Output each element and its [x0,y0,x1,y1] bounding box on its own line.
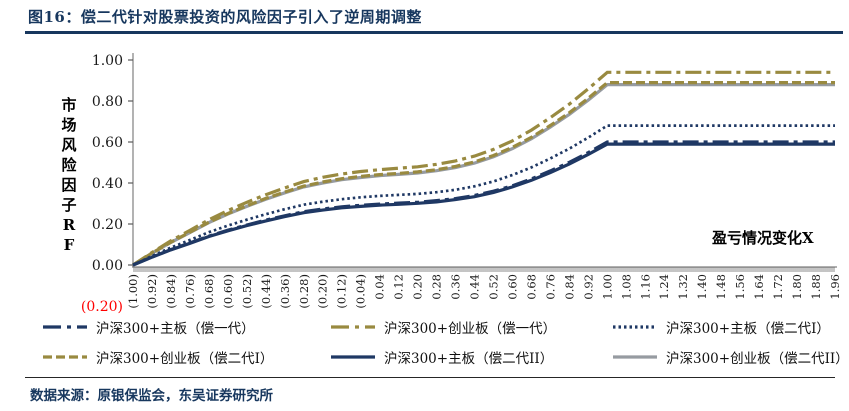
legend-label: 沪深300+主板（偿一代） [96,321,255,337]
legend-swatch [331,325,375,329]
y-axis-title-char: R [62,216,76,234]
x-tick-label: (0.20) [316,274,330,309]
x-tick-label: 1.96 [828,274,842,300]
x-tick-label: (0.60) [221,274,235,309]
x-tick-label: 1.08 [619,274,633,300]
y-tick-label: 1.00 [92,53,123,69]
y-axis-title-char: 因 [61,176,77,194]
title-divider [25,31,843,34]
chart-legend: 沪深300+主板（偿一代） 沪深300+创业板（偿一代） 沪深300+主板（偿二代I… [42,317,849,367]
x-tick-label: (0.44) [259,274,273,309]
x-tick-label: 0.84 [562,274,576,300]
x-tick-label: (0.92) [145,274,159,309]
x-tick-label: 0.04 [373,274,387,300]
series-line-4 [132,80,835,267]
y-axis-title-char: 子 [61,196,77,214]
y-axis-title-char: 险 [61,156,77,174]
x-tick-label: 0.20 [411,274,425,300]
legend-label: 沪深300+创业板（偿一代） [384,321,557,337]
legend-item-4: 沪深300+创业板（偿二代I） [42,347,330,367]
x-tick-label: 1.80 [790,274,804,300]
x-tick-label: 0.76 [543,274,557,300]
x-tick-label: (0.12) [335,274,349,309]
x-tick-label: 0.36 [449,274,463,300]
footer-divider [25,377,835,378]
y-tick-label: 0.00 [92,258,123,274]
y-tick-label: 0.20 [92,217,123,233]
legend-item-3: 沪深300+主板（偿二代I） [612,317,849,337]
x-tick-label: 0.68 [524,274,538,300]
legend-swatch [43,355,87,359]
legend-item-5: 沪深300+主板（偿二代II） [330,347,612,367]
data-source: 数据来源：原银保监会，东吴证券研究所 [30,388,273,404]
x-tick-label: 1.56 [733,274,747,300]
y-axis-title-char: 场 [61,116,77,134]
y-tick-label: (0.20) [81,299,123,315]
legend-item-1: 沪深300+主板（偿一代） [42,317,330,337]
x-tick-label: (0.36) [278,274,292,309]
y-tick-label: 0.40 [92,176,123,192]
x-tick-label: 1.48 [714,274,728,300]
x-tick-label: 1.00 [600,274,614,300]
legend-label: 沪深300+创业板（偿二代I） [96,351,274,367]
series-line-1 [132,140,835,267]
figure-title: 图16：偿二代针对股票投资的风险因子引入了逆周期调整 [28,8,422,26]
series-line-3 [132,124,835,267]
series-line-2 [132,70,835,267]
x-tick-label: 1.32 [676,274,690,300]
legend-swatch [331,355,375,359]
legend-swatch [613,325,657,329]
x-tick-label: 0.44 [468,274,482,300]
x-tick-label: (0.04) [354,274,368,309]
x-tick-label: (0.28) [297,274,311,309]
x-tick-label: 0.92 [581,274,595,300]
legend-swatch [43,325,87,329]
y-tick-label: 0.60 [92,135,123,151]
legend-swatch [613,355,657,359]
y-tick-label: 0.80 [92,94,123,110]
y-axis-title-char: 市 [61,96,77,114]
x-tick-label: (1.00) [126,274,140,309]
x-tick-label: 1.72 [771,274,785,300]
x-tick-label: 0.28 [430,274,444,300]
x-tick-label: 1.64 [752,274,766,300]
x-tick-label: 1.24 [657,274,671,300]
legend-label: 沪深300+创业板（偿二代II） [666,351,849,367]
legend-label: 沪深300+主板（偿二代II） [384,351,554,367]
x-tick-label: 1.88 [809,274,823,300]
x-tick-label: 1.40 [695,274,709,300]
x-tick-label: 0.60 [505,274,519,300]
x-tick-label: (0.68) [202,274,216,309]
y-axis-title-char: F [63,236,75,254]
legend-item-2: 沪深300+创业板（偿一代） [330,317,612,337]
x-tick-label: 0.52 [486,274,500,300]
x-tick-label: 1.16 [638,274,652,300]
x-tick-label: (0.84) [164,274,178,309]
x-tick-label: (0.76) [183,274,197,309]
x-tick-label: 0.12 [392,274,406,300]
x-axis-title: 盈亏情况变化X [712,229,814,247]
y-axis-title-char: 风 [61,136,77,154]
legend-item-6: 沪深300+创业板（偿二代II） [612,347,849,367]
legend-label: 沪深300+主板（偿二代I） [666,321,830,337]
x-tick-label: (0.52) [240,274,254,309]
